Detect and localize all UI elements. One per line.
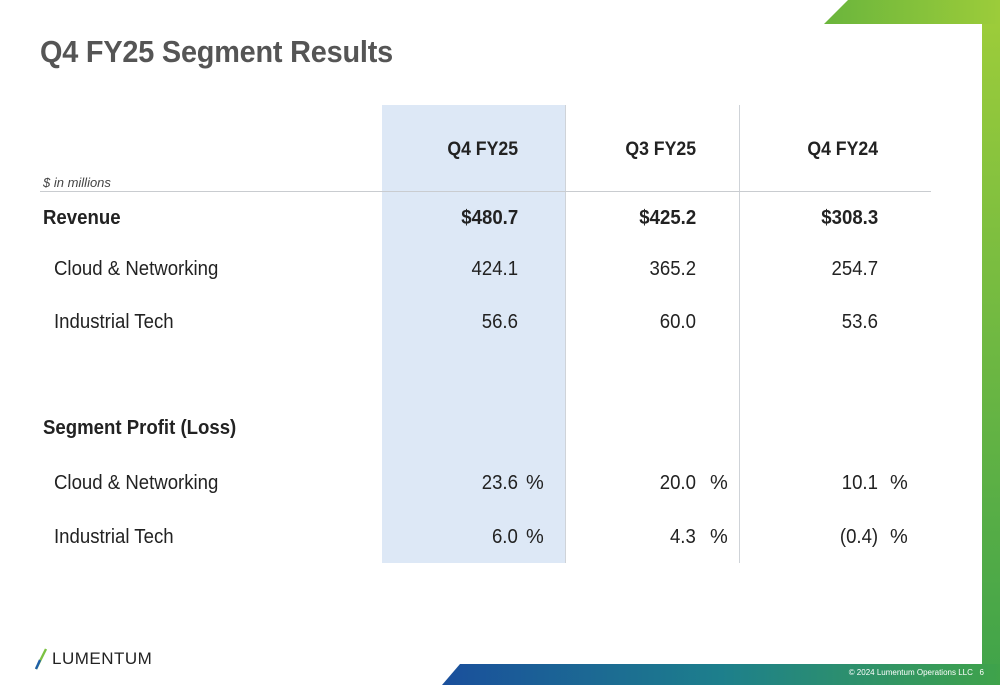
revenue-cell: 365.2	[649, 258, 696, 280]
profit-row-label: Cloud & Networking	[54, 472, 219, 494]
profit-cell: 20.0	[659, 472, 696, 494]
revenue-cell: 56.6	[481, 311, 518, 333]
percent-sign: %	[890, 472, 908, 494]
profit-row-label: Industrial Tech	[54, 526, 174, 548]
slide-title: Q4 FY25 Segment Results	[40, 34, 394, 69]
column-header-q3fy25: Q3 FY25	[625, 139, 696, 160]
corner-accent-graphic	[824, 0, 1000, 685]
profit-cell: 6.0	[492, 526, 518, 548]
lumentum-slash-icon	[34, 648, 48, 670]
revenue-cell: 424.1	[471, 258, 518, 280]
column-divider	[565, 105, 566, 563]
revenue-total-q3fy25: $425.2	[639, 207, 696, 229]
revenue-total-q4fy25: $480.7	[461, 207, 518, 229]
logo-wordmark: LUMENTUM	[52, 649, 153, 668]
copyright-text: © 2024 Lumentum Operations LLC	[848, 668, 973, 677]
header-divider	[40, 191, 931, 192]
revenue-row-label: Industrial Tech	[54, 311, 174, 333]
current-quarter-highlight	[382, 105, 565, 563]
revenue-row-label: Cloud & Networking	[54, 258, 219, 280]
profit-cell: 4.3	[670, 526, 696, 548]
revenue-label: Revenue	[43, 207, 121, 229]
revenue-cell: 60.0	[659, 311, 696, 333]
company-logo: LUMENTUM	[34, 645, 152, 673]
percent-sign: %	[890, 526, 908, 548]
profit-cell: 10.1	[841, 472, 878, 494]
percent-sign: %	[526, 472, 544, 494]
percent-sign: %	[526, 526, 544, 548]
segment-profit-label: Segment Profit (Loss)	[43, 417, 237, 439]
column-header-q4fy24: Q4 FY24	[807, 139, 878, 160]
revenue-cell: 53.6	[841, 311, 878, 333]
units-note: $ in millions	[43, 175, 111, 190]
percent-sign: %	[710, 526, 728, 548]
column-header-q4fy25: Q4 FY25	[447, 139, 518, 160]
page-number: 6	[979, 668, 984, 677]
revenue-total-q4fy24: $308.3	[821, 207, 878, 229]
footer-copyright: © 2024 Lumentum Operations LLC 6	[849, 668, 984, 677]
revenue-cell: 254.7	[831, 258, 878, 280]
profit-cell: (0.4)	[839, 526, 878, 548]
percent-sign: %	[710, 472, 728, 494]
profit-cell: 23.6	[481, 472, 518, 494]
column-divider	[739, 105, 740, 563]
